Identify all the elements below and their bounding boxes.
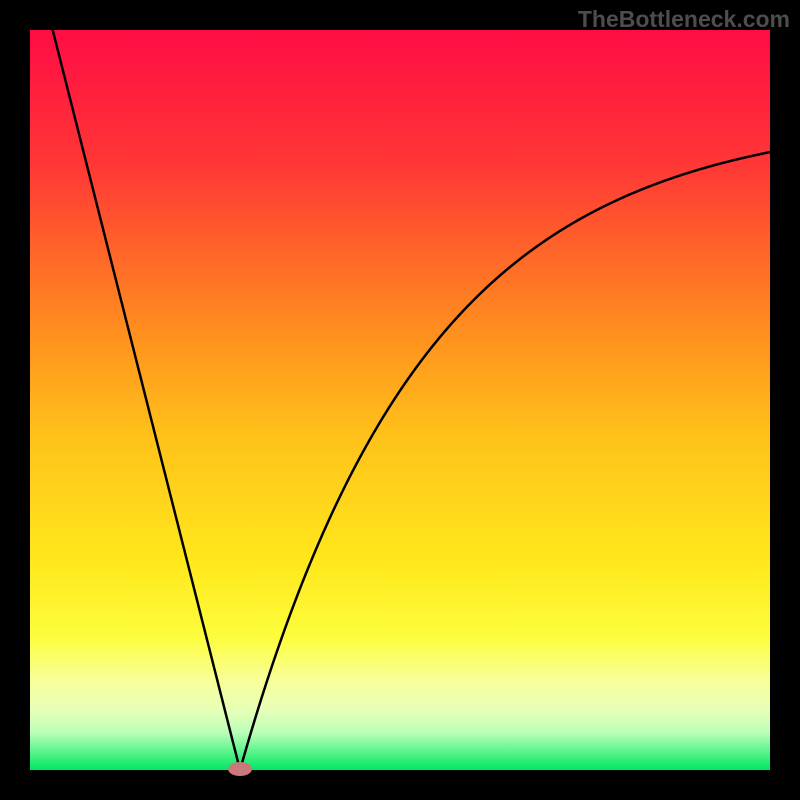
chart-container: TheBottleneck.com [0, 0, 800, 800]
bottleneck-chart [0, 0, 800, 800]
plot-background [30, 30, 770, 770]
optimum-marker [228, 762, 252, 776]
